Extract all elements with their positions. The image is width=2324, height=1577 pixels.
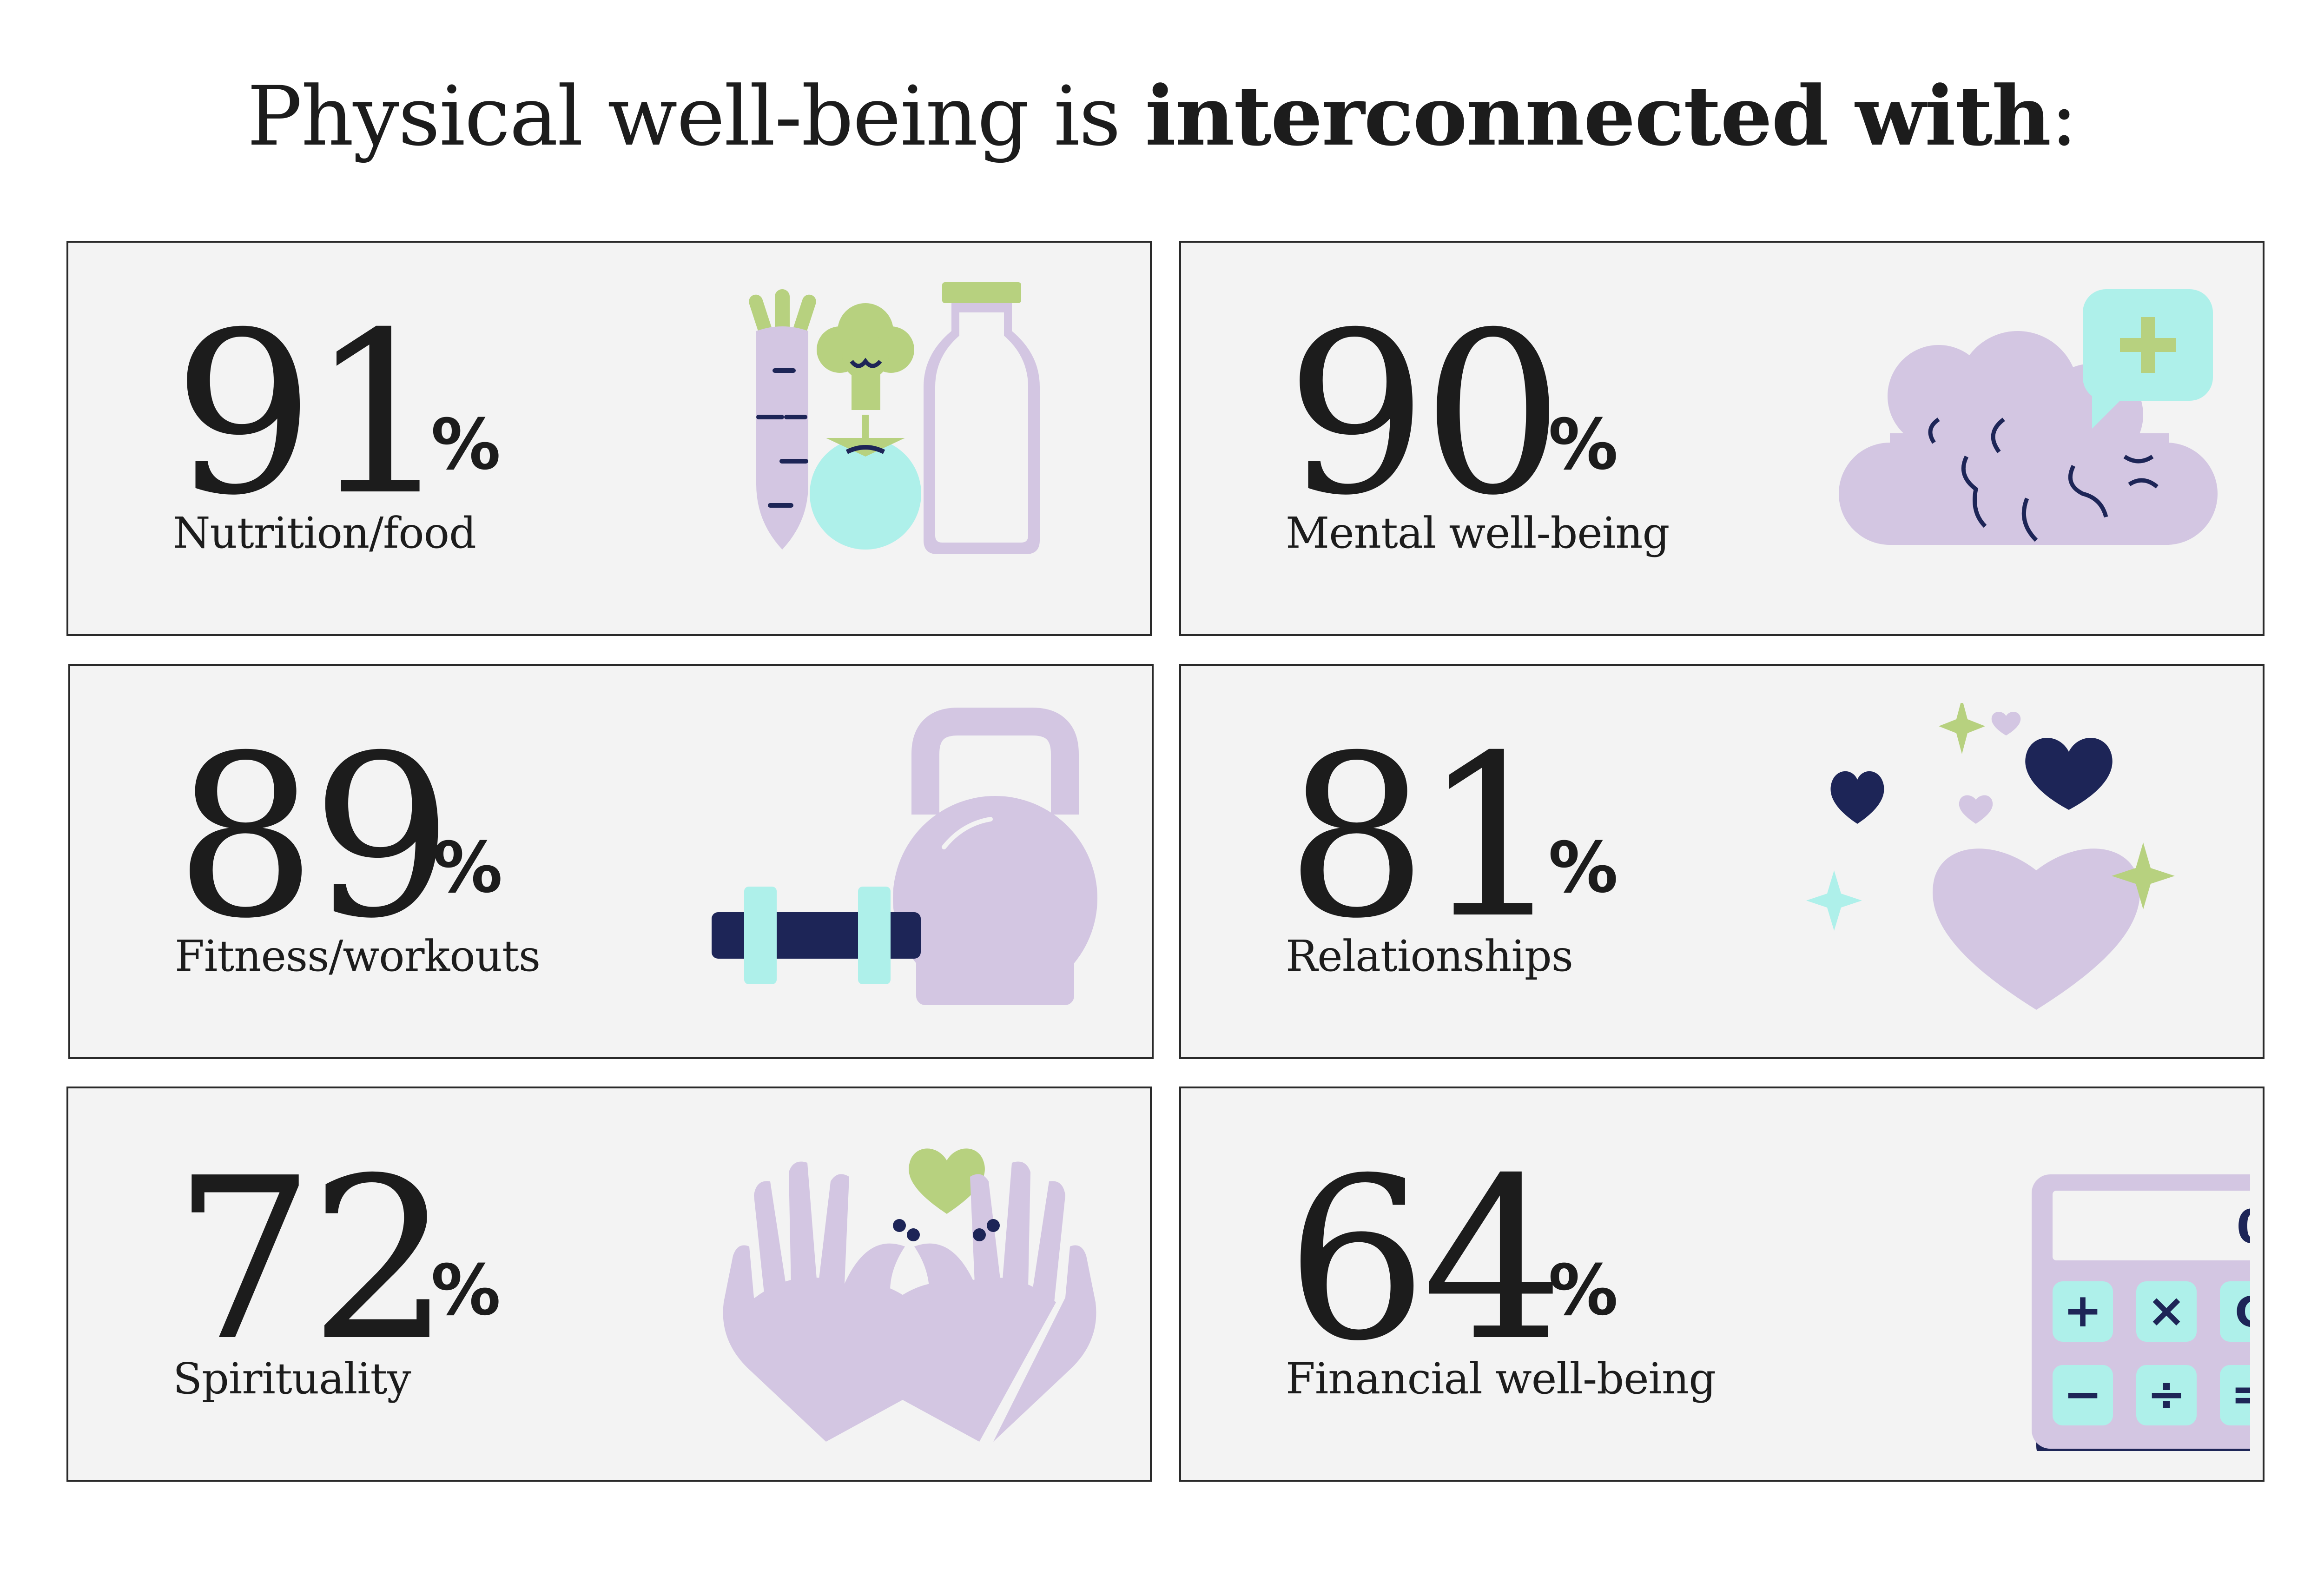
kettlebell-icon (893, 708, 1097, 1005)
hearts-icon (1806, 703, 2175, 1010)
sparkle-icon (1939, 703, 1985, 754)
stat-percent: % (1548, 828, 1618, 908)
title-bold: interconnected with (1145, 68, 2052, 164)
calculator-icon: 0 + × C − ÷ = (2032, 1174, 2250, 1451)
title-prefix: Physical well-being is (247, 69, 1145, 164)
calc-key-clear: C (2235, 1288, 2250, 1337)
heart-icon (909, 1148, 985, 1214)
heart-icon (2025, 738, 2113, 810)
stat-label: Fitness/workouts (175, 931, 541, 981)
stat-percent: % (431, 404, 501, 485)
stat-label: Mental well-being (1286, 508, 1670, 558)
stat-card-spirituality: 72 % Spirituality (66, 1087, 1152, 1482)
stat-percent: % (1548, 404, 1618, 485)
stat-value: 72 (173, 1130, 451, 1390)
stat-value: 91 (173, 285, 451, 544)
heart-icon (1991, 712, 2021, 735)
stat-label: Financial well-being (1286, 1354, 1716, 1404)
stat-percent: % (1548, 1250, 1618, 1331)
calc-key-equals: = (2231, 1367, 2250, 1421)
stat-label: Nutrition/food (173, 508, 476, 558)
kettlebell-dumbbell-icon (712, 708, 1097, 1005)
stat-card-relationships: 81 % Relationships (1179, 664, 2265, 1059)
broccoli-icon (817, 303, 914, 410)
calc-key-divide: ÷ (2147, 1367, 2186, 1421)
stat-card-nutrition: 91 % Nutrition/food (66, 241, 1152, 636)
calc-key-plus: + (2063, 1283, 2102, 1338)
page-title: Physical well-being is interconnected wi… (0, 65, 2324, 168)
calculator-keys: + × C − ÷ = (2053, 1281, 2250, 1425)
stat-value: 64 (1286, 1130, 1564, 1390)
title-suffix: : (2050, 69, 2078, 164)
stat-value: 81 (1286, 708, 1564, 967)
stat-card-financial: 64 % Financial well-being 0 + × C − ÷ = (1179, 1087, 2265, 1482)
tomato-icon (810, 415, 921, 550)
radish-icon (749, 289, 816, 550)
stat-value: 89 (175, 708, 453, 967)
stat-percent: % (433, 828, 503, 908)
hands-heart-icon (723, 1148, 1096, 1442)
stat-value: 90 (1286, 285, 1564, 544)
calculator-display (2053, 1191, 2250, 1260)
stat-card-fitness: 89 % Fitness/workouts (68, 664, 1154, 1059)
sparkle-icon (2112, 842, 2175, 909)
stat-label: Relationships (1286, 931, 1573, 981)
calc-key-multiply: × (2147, 1283, 2186, 1338)
sparkle-icon (1806, 870, 1862, 931)
heart-icon (1830, 771, 1884, 824)
stat-label: Spirituality (173, 1354, 411, 1404)
calculator-display-value: 0 (2236, 1199, 2250, 1254)
heart-icon (1959, 795, 1993, 824)
right-hand-icon (872, 1161, 1096, 1442)
calc-key-minus: − (2063, 1367, 2102, 1421)
dumbbell-icon (712, 887, 921, 984)
plus-bubble-icon (2083, 289, 2213, 429)
stat-percent: % (431, 1250, 501, 1331)
large-heart-icon (1932, 848, 2140, 1010)
brain-plus-icon (1839, 289, 2218, 545)
stat-card-mental: 90 % Mental well-being (1179, 241, 2265, 636)
milk-bottle-icon (924, 282, 1040, 554)
vegetables-milk-icon (749, 282, 1040, 554)
